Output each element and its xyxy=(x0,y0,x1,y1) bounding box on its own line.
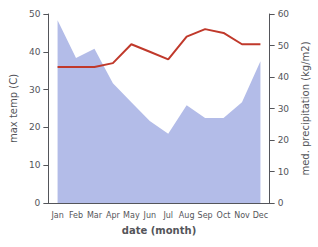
svg-text:30: 30 xyxy=(29,85,41,95)
svg-text:med. precipitation (kg/m2): med. precipitation (kg/m2) xyxy=(300,41,311,175)
svg-text:Jul: Jul xyxy=(162,211,173,220)
svg-text:40: 40 xyxy=(29,47,41,57)
svg-text:0: 0 xyxy=(278,198,284,208)
svg-text:Nov: Nov xyxy=(234,211,250,220)
svg-text:30: 30 xyxy=(278,104,290,114)
svg-text:date (month): date (month) xyxy=(122,225,196,236)
svg-text:Feb: Feb xyxy=(69,211,83,220)
svg-text:60: 60 xyxy=(278,9,290,19)
svg-text:Apr: Apr xyxy=(106,211,121,220)
svg-text:max temp (C): max temp (C) xyxy=(8,74,19,143)
svg-text:20: 20 xyxy=(29,122,41,132)
svg-text:Oct: Oct xyxy=(217,211,231,220)
svg-text:Jun: Jun xyxy=(143,211,157,220)
svg-text:50: 50 xyxy=(278,41,290,51)
svg-text:10: 10 xyxy=(29,160,41,170)
svg-text:0: 0 xyxy=(35,198,41,208)
svg-text:50: 50 xyxy=(29,9,41,19)
svg-text:Jan: Jan xyxy=(50,211,63,220)
svg-text:Mar: Mar xyxy=(87,211,103,220)
svg-text:10: 10 xyxy=(278,167,290,177)
svg-text:Aug: Aug xyxy=(179,211,195,220)
svg-text:Dec: Dec xyxy=(253,211,268,220)
svg-text:40: 40 xyxy=(278,72,290,82)
svg-text:Sep: Sep xyxy=(198,211,213,220)
svg-text:May: May xyxy=(123,211,140,220)
svg-text:20: 20 xyxy=(278,135,290,145)
